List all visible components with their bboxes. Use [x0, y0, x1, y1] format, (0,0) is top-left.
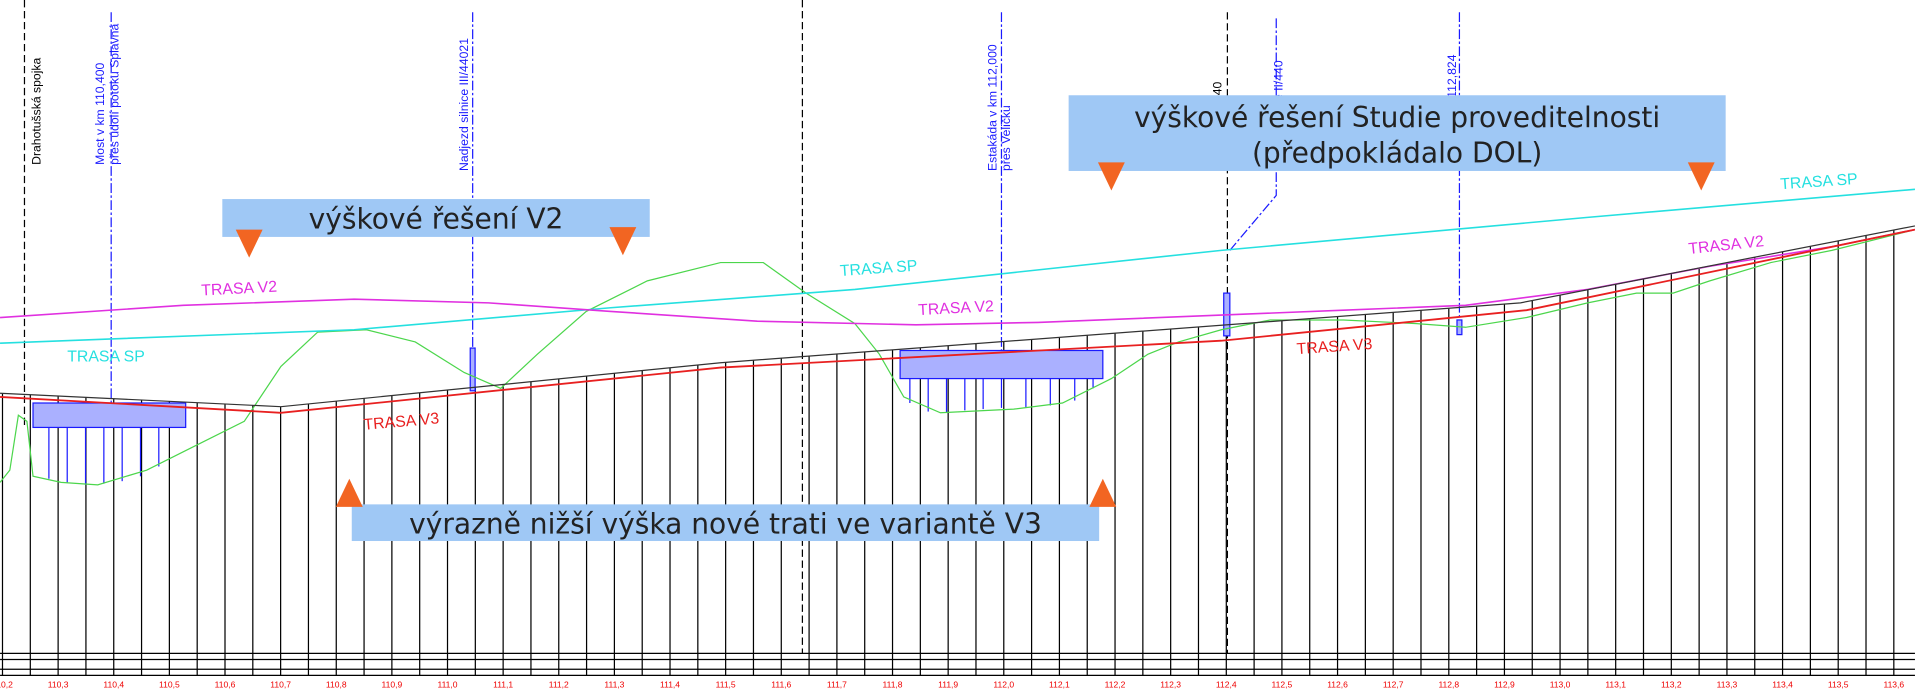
station-label: 110,3: [48, 680, 69, 690]
terrain: [0, 229, 1915, 486]
structure-label: Estakáda v km 112,000: [986, 44, 1000, 171]
station-label: 113,6: [1883, 680, 1904, 690]
profile-band: [0, 652, 1915, 676]
station-verticals: [1, 230, 1895, 676]
callout-text: výškové řešení V2: [309, 202, 564, 235]
station-label: 113,4: [1772, 680, 1793, 690]
station-label: 110,5: [159, 680, 180, 690]
station-label: 111,7: [827, 680, 847, 690]
station-label: 110,2: [0, 680, 13, 690]
route-label: TRASA V2: [918, 298, 995, 319]
station-label: 110,8: [326, 680, 347, 690]
route-label: TRASA SP: [1780, 171, 1859, 193]
station-label: 111,9: [938, 680, 958, 690]
callout-box: [351, 504, 1100, 542]
route-label: TRASA V2: [1688, 233, 1765, 258]
station-label: 112,5: [1272, 680, 1293, 690]
route-label: TRASA V2: [201, 279, 278, 300]
callout-box: [222, 199, 650, 237]
station-label: 111,5: [716, 680, 736, 690]
station-label: 112,7: [1383, 680, 1404, 690]
structure-label: Most v km 110,400: [93, 62, 107, 164]
station-label: 112,4: [1216, 680, 1237, 690]
arrow-markers: [235, 162, 1715, 507]
structure-label: 40: [1210, 81, 1224, 95]
structure-label: Nadjezd silnice III/44021: [457, 38, 471, 171]
route-v3: [0, 228, 1915, 414]
piers: [48, 378, 1094, 485]
station-label: 111,4: [660, 680, 680, 690]
station-label: 112,8: [1438, 680, 1459, 690]
station-label: 112,3: [1160, 680, 1181, 690]
station-label: 111,3: [604, 680, 624, 690]
station-label: 112,0: [993, 680, 1014, 690]
structure-axes: [110, 12, 1461, 404]
station-label: 112,2: [1105, 680, 1126, 690]
grade-line: [0, 225, 1915, 408]
station-label: 111,8: [882, 680, 902, 690]
station-label: 111,6: [771, 680, 791, 690]
station-label: 113,3: [1717, 680, 1738, 690]
station-label: 111,1: [493, 680, 513, 690]
station-label: 110,9: [382, 680, 403, 690]
station-label: 112,1: [1049, 680, 1070, 690]
station-label: 113,5: [1828, 680, 1849, 690]
callout-text: výrazně nižší výška nové trati ve varian…: [409, 508, 1042, 541]
callout-text: výškové řešení Studie proveditelnosti: [1134, 101, 1660, 134]
structure-label: přes Veličku: [999, 105, 1013, 171]
station-label: 113,0: [1550, 680, 1571, 690]
structure-label: přes údolí potoku Splavná: [108, 24, 122, 165]
route-label: TRASA SP: [67, 348, 145, 365]
callout-text: (předpokládalo DOL): [1252, 136, 1542, 169]
callout-box: [1068, 95, 1726, 171]
station-label: 111,2: [549, 680, 569, 690]
route-label: TRASA V3: [1296, 336, 1373, 358]
station-label: 112,6: [1327, 680, 1348, 690]
station-label: 112,9: [1494, 680, 1515, 690]
bridge: [32, 292, 1463, 429]
station-label: 110,7: [270, 680, 291, 690]
structure-label: Drahotušská spojka: [29, 57, 43, 164]
station-label: 110,4: [103, 680, 124, 690]
route-sp: [0, 188, 1915, 344]
station-label: 113,1: [1605, 680, 1626, 690]
route-label: TRASA SP: [839, 258, 918, 280]
route-label: TRASA V3: [363, 410, 440, 434]
structure-label: 112,824: [1445, 54, 1459, 97]
station-label: 111,0: [437, 680, 457, 690]
station-label: 110,6: [215, 680, 236, 690]
station-label: 113,2: [1661, 680, 1682, 690]
